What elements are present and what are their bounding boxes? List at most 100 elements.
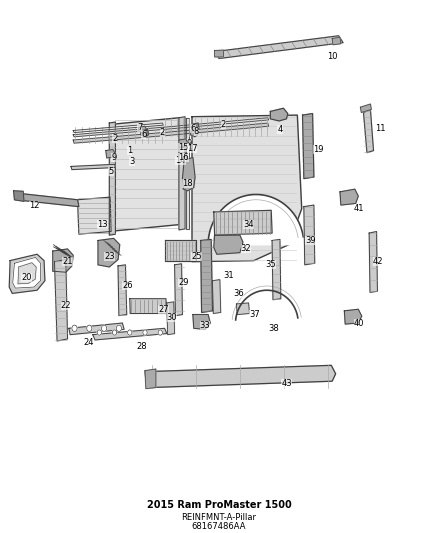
Polygon shape — [53, 249, 73, 272]
Polygon shape — [208, 195, 303, 245]
Polygon shape — [13, 257, 41, 288]
Polygon shape — [141, 130, 148, 137]
Polygon shape — [179, 117, 185, 230]
Text: 22: 22 — [60, 301, 71, 310]
Text: 14: 14 — [176, 156, 186, 165]
Polygon shape — [98, 238, 120, 267]
Polygon shape — [165, 240, 196, 261]
Text: 12: 12 — [29, 200, 39, 209]
Text: 34: 34 — [243, 220, 254, 229]
Polygon shape — [270, 108, 288, 121]
Text: 5: 5 — [109, 167, 114, 176]
Circle shape — [127, 330, 132, 335]
Polygon shape — [364, 110, 374, 152]
Polygon shape — [69, 323, 124, 335]
Circle shape — [72, 325, 77, 332]
Text: 21: 21 — [62, 257, 73, 266]
Polygon shape — [332, 37, 341, 45]
Polygon shape — [201, 239, 212, 312]
Polygon shape — [14, 193, 79, 207]
Polygon shape — [184, 142, 189, 148]
Polygon shape — [304, 205, 315, 265]
Text: 8: 8 — [194, 127, 199, 136]
Circle shape — [102, 325, 107, 332]
Circle shape — [143, 330, 147, 335]
Text: 29: 29 — [178, 278, 189, 287]
Text: 41: 41 — [354, 204, 364, 213]
Text: 9: 9 — [111, 153, 117, 162]
Polygon shape — [175, 264, 183, 316]
Text: 68167486AA: 68167486AA — [192, 522, 246, 531]
Text: 2015 Ram ProMaster 1500: 2015 Ram ProMaster 1500 — [147, 500, 291, 510]
Polygon shape — [163, 123, 268, 136]
Text: 40: 40 — [354, 319, 364, 327]
Text: 3: 3 — [129, 157, 134, 166]
Polygon shape — [179, 139, 187, 148]
Polygon shape — [214, 235, 243, 254]
Polygon shape — [215, 50, 223, 57]
Polygon shape — [73, 127, 163, 137]
Polygon shape — [145, 369, 156, 389]
Text: 17: 17 — [187, 144, 198, 153]
Text: 19: 19 — [313, 145, 324, 154]
Text: 23: 23 — [104, 252, 115, 261]
Polygon shape — [215, 36, 343, 59]
Text: 9: 9 — [187, 139, 192, 148]
Text: 4: 4 — [277, 125, 283, 134]
Polygon shape — [145, 365, 336, 387]
Polygon shape — [369, 231, 378, 292]
Polygon shape — [14, 191, 24, 201]
Text: 32: 32 — [240, 245, 251, 254]
Text: 13: 13 — [97, 220, 108, 229]
Polygon shape — [9, 254, 45, 293]
Polygon shape — [340, 189, 358, 205]
Text: 43: 43 — [281, 379, 292, 388]
Text: 35: 35 — [265, 260, 276, 269]
Polygon shape — [190, 131, 198, 137]
Polygon shape — [78, 197, 111, 234]
Circle shape — [87, 325, 92, 332]
Polygon shape — [138, 126, 147, 133]
Polygon shape — [163, 118, 268, 130]
Text: 30: 30 — [167, 313, 177, 322]
Text: 28: 28 — [136, 342, 147, 351]
Polygon shape — [193, 314, 210, 329]
Polygon shape — [344, 309, 362, 324]
Polygon shape — [303, 114, 314, 179]
Text: 18: 18 — [182, 180, 193, 188]
Circle shape — [97, 330, 102, 335]
Text: 6: 6 — [141, 130, 146, 139]
Circle shape — [158, 330, 162, 335]
Text: 31: 31 — [223, 271, 234, 280]
Polygon shape — [118, 265, 127, 316]
Text: 1: 1 — [127, 146, 132, 155]
Polygon shape — [237, 303, 250, 314]
Text: REINFMNT-A-Pillar: REINFMNT-A-Pillar — [181, 513, 257, 522]
Text: 24: 24 — [83, 338, 94, 347]
Text: 33: 33 — [200, 321, 210, 329]
Text: 20: 20 — [21, 273, 32, 282]
Polygon shape — [183, 157, 195, 191]
Text: 15: 15 — [178, 143, 189, 152]
Polygon shape — [71, 164, 116, 169]
Text: 2: 2 — [112, 134, 117, 143]
Text: 10: 10 — [327, 52, 337, 61]
Text: 16: 16 — [178, 153, 189, 162]
Polygon shape — [110, 122, 116, 235]
Text: 2: 2 — [221, 119, 226, 128]
Polygon shape — [54, 260, 67, 341]
Text: 36: 36 — [233, 289, 244, 298]
Text: 39: 39 — [305, 236, 316, 245]
Polygon shape — [114, 118, 179, 231]
Polygon shape — [212, 280, 221, 313]
Polygon shape — [186, 118, 189, 229]
Text: 25: 25 — [191, 252, 201, 261]
Polygon shape — [73, 133, 163, 143]
Polygon shape — [192, 123, 199, 131]
Polygon shape — [192, 115, 302, 262]
Text: 37: 37 — [249, 310, 260, 319]
Text: 6: 6 — [190, 124, 196, 133]
Text: 27: 27 — [158, 305, 169, 314]
Text: 26: 26 — [122, 281, 133, 290]
Polygon shape — [272, 239, 281, 300]
